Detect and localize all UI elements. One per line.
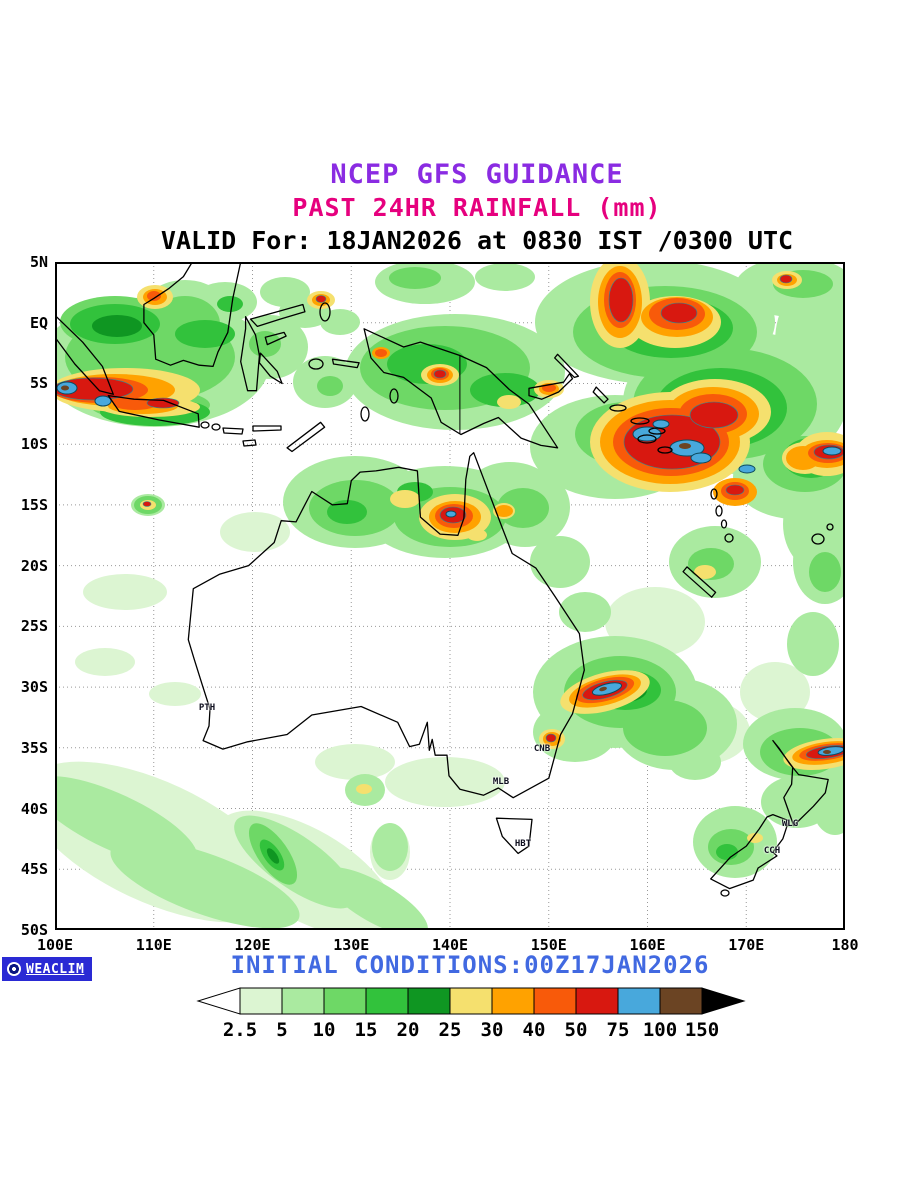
legend-swatch — [701, 987, 746, 1015]
legend-tick-label: 100 — [643, 1019, 677, 1041]
map-frame — [55, 262, 845, 930]
lat-tick-label: EQ — [29, 313, 48, 332]
legend-tick-label: 25 — [439, 1019, 462, 1041]
lat-tick-label: 50S — [20, 920, 48, 939]
weaclim-logo-text: WEACLIM — [26, 961, 85, 977]
legend-swatch — [533, 987, 577, 1015]
lat-tick-label: 40S — [20, 799, 48, 818]
map-border — [55, 262, 845, 930]
lon-tick-label: 170E — [728, 936, 765, 954]
legend-swatch — [323, 987, 367, 1015]
lat-tick-label: 5S — [29, 374, 48, 393]
legend-tick-label: 150 — [685, 1019, 719, 1041]
legend-swatch — [239, 987, 283, 1015]
lat-tick-label: 20S — [20, 556, 48, 575]
lat-tick-label: 15S — [20, 495, 48, 514]
rainfall-legend: 2.5 5 10 15 20 25 30 40 50 75 100 150 — [192, 986, 750, 1050]
legend-tick-label: 50 — [565, 1019, 588, 1041]
weaclim-logo: WEACLIM — [2, 957, 93, 981]
legend-swatch — [281, 987, 325, 1015]
new-guinea-coastline — [363, 328, 717, 598]
legend-tick-label: 40 — [523, 1019, 546, 1041]
lat-tick-label: 35S — [20, 738, 48, 757]
initial-conditions-line: INITIAL CONDITIONS:00Z17JAN2026 — [230, 951, 710, 979]
legend-colorbar: 2.5 5 10 15 20 25 30 40 50 75 100 150 — [196, 987, 746, 1041]
rainfall-shading — [55, 262, 845, 930]
legend-swatch — [365, 987, 409, 1015]
new-zealand-coastline — [710, 739, 829, 890]
chart-subtitle: PAST 24HR RAINFALL (mm) — [292, 193, 662, 222]
valid-time-line: VALID For: 18JAN2026 at 0830 IST /0300 U… — [160, 226, 794, 255]
indonesia-coastline — [55, 262, 360, 453]
legend-swatch — [196, 987, 241, 1015]
australia-coastline — [187, 452, 585, 855]
legend-swatch — [491, 987, 535, 1015]
small-islands — [200, 302, 834, 897]
legend-swatch — [449, 987, 493, 1015]
legend-swatch — [407, 987, 451, 1015]
legend-tick-label: 5 — [276, 1019, 287, 1041]
rainfall-map — [55, 262, 845, 930]
legend-tick-label: 30 — [481, 1019, 504, 1041]
header: NCEP GFS GUIDANCE PAST 24HR RAINFALL (mm… — [0, 158, 900, 257]
lon-tick-label: 180 — [831, 936, 859, 954]
legend-tick-label: 10 — [313, 1019, 336, 1041]
lat-tick-label: 45S — [20, 860, 48, 879]
lat-tick-label: 10S — [20, 435, 48, 454]
legend-tick-label: 75 — [607, 1019, 630, 1041]
legend-tick-label: 15 — [355, 1019, 378, 1041]
legend-tick-label: 20 — [397, 1019, 420, 1041]
chart-title: NCEP GFS GUIDANCE — [330, 159, 624, 190]
lat-tick-label: 25S — [20, 617, 48, 636]
legend-swatch — [575, 987, 619, 1015]
lon-tick-label: 110E — [135, 936, 172, 954]
lon-tick-label: 100E — [36, 936, 74, 954]
legend-swatch — [617, 987, 661, 1015]
weaclim-logo-icon — [7, 962, 21, 976]
legend-tick-label: 2.5 — [223, 1019, 257, 1041]
legend-swatch — [659, 987, 703, 1015]
coastlines — [55, 262, 834, 897]
lat-tick-label: 30S — [20, 678, 48, 697]
